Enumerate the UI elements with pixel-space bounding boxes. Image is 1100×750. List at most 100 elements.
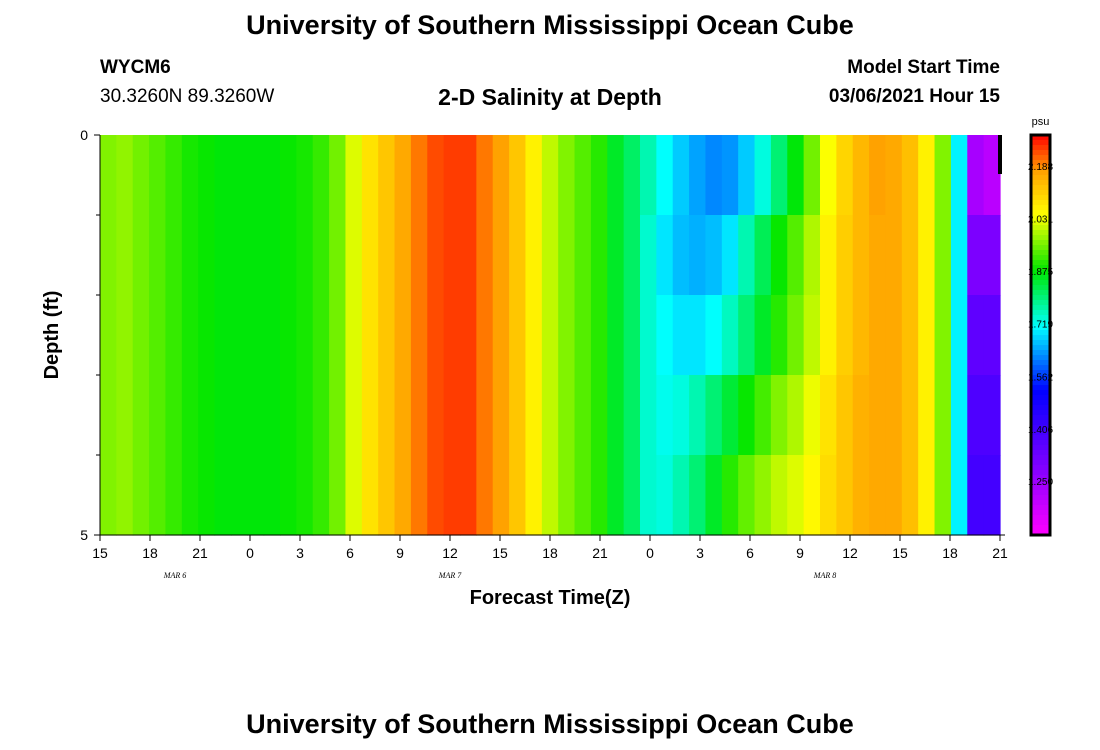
colorbar-segment — [1031, 185, 1050, 191]
colorbar-segment — [1031, 285, 1050, 291]
heatmap-cell — [590, 215, 608, 296]
heatmap-cell — [803, 215, 821, 296]
colorbar-segment — [1031, 520, 1050, 526]
heatmap-cell — [934, 135, 952, 216]
heatmap-cell — [443, 455, 461, 536]
colorbar-segment — [1031, 430, 1050, 436]
heatmap-cell — [230, 215, 248, 296]
heatmap-cell — [198, 455, 216, 536]
heatmap-cell — [247, 135, 265, 216]
heatmap-cell — [738, 295, 756, 376]
heatmap-cell — [214, 455, 232, 536]
heatmap-cell — [607, 455, 625, 536]
heatmap-cell — [116, 375, 134, 456]
heatmap-cell — [427, 295, 445, 376]
heatmap-cell — [410, 375, 428, 456]
heatmap-cell — [885, 135, 903, 216]
colorbar-segment — [1031, 365, 1050, 371]
colorbar-segment — [1031, 165, 1050, 171]
heatmap-cell — [918, 295, 936, 376]
heatmap-cell — [950, 135, 968, 216]
heatmap-cell — [803, 295, 821, 376]
colorbar-segment — [1031, 335, 1050, 341]
heatmap-cell — [754, 135, 772, 216]
colorbar-segment — [1031, 280, 1050, 286]
heatmap-cell — [950, 295, 968, 376]
heatmap-cell — [280, 375, 297, 456]
heatmap-cell — [574, 455, 592, 536]
heatmap-cell — [574, 295, 592, 376]
main-title: University of Southern Mississippi Ocean… — [246, 10, 854, 40]
heatmap-cell — [345, 375, 363, 456]
heatmap-cell — [770, 455, 788, 536]
colorbar-segment — [1031, 385, 1050, 391]
heatmap-cell — [721, 375, 739, 456]
heatmap-cell — [607, 215, 625, 296]
colorbar-segment — [1031, 295, 1050, 301]
heatmap-cell — [934, 295, 952, 376]
heatmap-cell — [672, 375, 690, 456]
heatmap-cell — [100, 455, 117, 536]
heatmap-cell — [361, 215, 379, 296]
heatmap-cell — [149, 215, 167, 296]
heatmap-cell — [263, 215, 281, 296]
colorbar-segment — [1031, 225, 1050, 231]
heatmap-cell — [230, 295, 248, 376]
heatmap-cell — [705, 375, 723, 456]
colorbar-segment — [1031, 375, 1050, 381]
heatmap-cell — [689, 295, 707, 376]
heatmap-cell — [541, 215, 559, 296]
colorbar-segment — [1031, 205, 1050, 211]
colorbar-segment — [1031, 400, 1050, 406]
heatmap-cell — [869, 295, 887, 376]
colorbar-segment — [1031, 230, 1050, 236]
heatmap-cell — [247, 455, 265, 536]
x-tick-label: 9 — [796, 545, 804, 561]
heatmap-cell — [460, 375, 477, 456]
colorbar-segment — [1031, 195, 1050, 201]
heatmap-cell — [770, 375, 788, 456]
colorbar-segment — [1031, 480, 1050, 486]
heatmap-cell — [116, 295, 134, 376]
chart-axes: 15 18 21 0 3 6 9 12 15 18 21 0 3 6 9 12 15 18 21 MAR 6 MAR 7… — [80, 127, 1008, 580]
heatmap-cell — [149, 375, 167, 456]
heatmap-cell — [132, 375, 150, 456]
y-axis-label: Depth (ft) — [41, 291, 63, 380]
colorbar-segment — [1031, 395, 1050, 401]
heatmap-cell — [525, 455, 543, 536]
x-axis-label: Forecast Time(Z) — [470, 587, 631, 609]
colorbar-segment — [1031, 290, 1050, 296]
heatmap-cell — [312, 135, 330, 216]
heatmap-cell — [509, 135, 527, 216]
heatmap-cell — [852, 215, 870, 296]
heatmap-cell — [607, 295, 625, 376]
heatmap-cell — [901, 375, 919, 456]
heatmap-cell — [181, 295, 199, 376]
colorbar-segment — [1031, 275, 1050, 281]
heatmap-cell — [476, 455, 494, 536]
heatmap-cell — [214, 135, 232, 216]
heatmap-cell — [100, 135, 117, 216]
heatmap-cell — [329, 455, 347, 536]
heatmap-cell — [607, 375, 625, 456]
heatmap-cell — [967, 375, 985, 456]
heatmap-cell — [230, 455, 248, 536]
heatmap-cell — [198, 135, 216, 216]
heatmap-cell — [967, 295, 985, 376]
colorbar-segment — [1031, 465, 1050, 471]
heatmap-cell — [394, 215, 412, 296]
x-tick-label: 15 — [492, 545, 508, 561]
heatmap-cell — [181, 375, 199, 456]
heatmap-cells — [100, 135, 1001, 536]
heatmap-cell — [329, 215, 347, 296]
heatmap-cell — [640, 215, 657, 296]
heatmap-cell — [836, 375, 854, 456]
heatmap-cell — [574, 375, 592, 456]
x-tick-label: 21 — [192, 545, 208, 561]
heatmap-cell — [738, 455, 756, 536]
colorbar-segment — [1031, 320, 1050, 326]
heatmap-cell — [476, 375, 494, 456]
heatmap-cell — [181, 215, 199, 296]
heatmap-cell — [361, 455, 379, 536]
colorbar-segment — [1031, 360, 1050, 366]
